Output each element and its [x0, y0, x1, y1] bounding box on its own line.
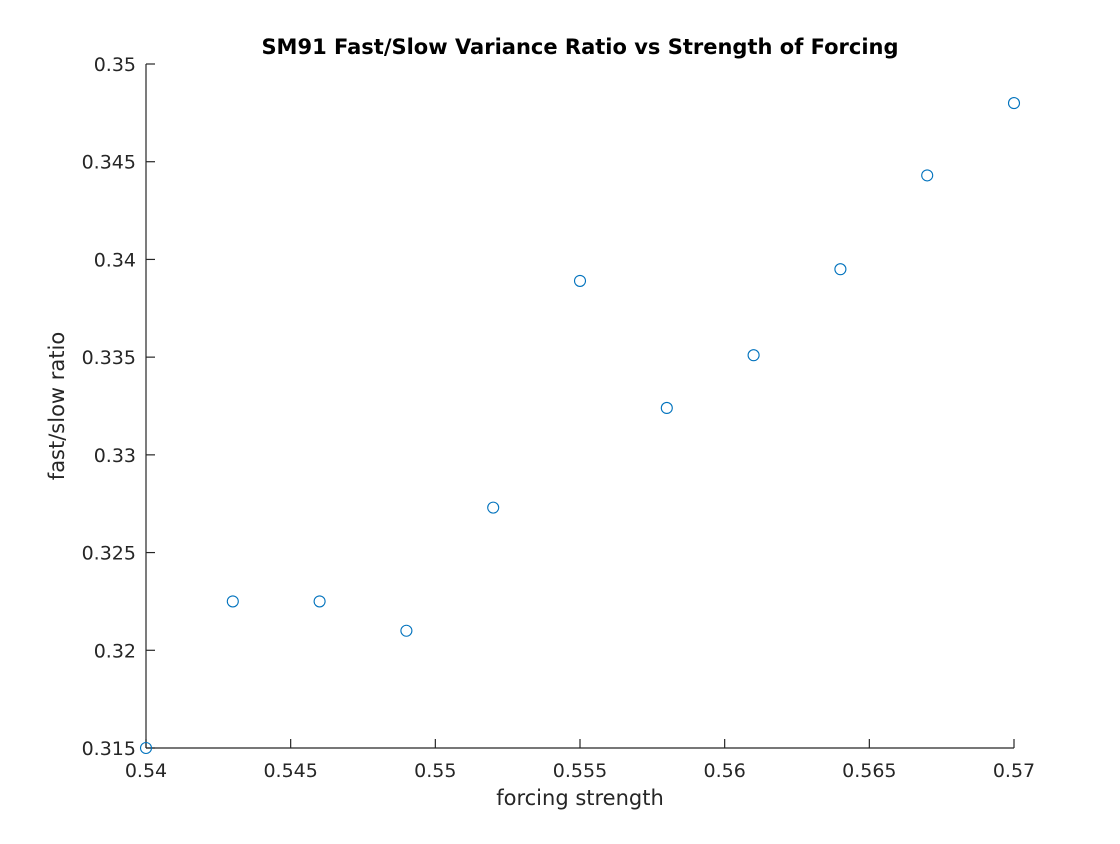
x-tick-label: 0.54: [125, 760, 167, 782]
data-point: [400, 624, 413, 637]
axes: [145, 64, 1014, 749]
ticks: 0.54 0.545 0.55 0.555 0.56 0.565 0.57 0.315 0.32…: [82, 54, 1036, 782]
x-tick-label: 0.555: [553, 760, 607, 782]
x-tick-label: 0.56: [704, 760, 746, 782]
y-tick-label: 0.335: [82, 347, 136, 369]
data-point: [487, 501, 500, 514]
data-point: [139, 741, 153, 755]
data-point: [1007, 97, 1021, 110]
y-tick-label: 0.35: [94, 54, 136, 76]
data-point: [226, 595, 239, 608]
y-axis-label: fast/slow ratio: [45, 332, 69, 480]
x-tick-label: 0.57: [993, 760, 1035, 782]
data-point: [573, 274, 587, 287]
y-tick-label: 0.34: [94, 249, 136, 271]
data-point: [660, 401, 673, 415]
data-point: [921, 169, 934, 182]
y-tick-label: 0.32: [94, 640, 136, 662]
data-points: [139, 97, 1021, 755]
data-point: [313, 595, 326, 608]
chart-title: SM91 Fast/Slow Variance Ratio vs Strengt…: [261, 35, 898, 59]
y-tick-label: 0.33: [94, 445, 136, 467]
x-axis-label: forcing strength: [496, 786, 664, 810]
x-tick-label: 0.55: [414, 760, 456, 782]
x-tick-label: 0.545: [263, 760, 317, 782]
data-point: [747, 349, 760, 362]
y-tick-label: 0.315: [82, 738, 136, 760]
x-tick-label: 0.565: [842, 760, 896, 782]
y-tick-label: 0.325: [82, 543, 136, 565]
data-point: [834, 263, 847, 276]
y-tick-label: 0.345: [82, 152, 136, 174]
